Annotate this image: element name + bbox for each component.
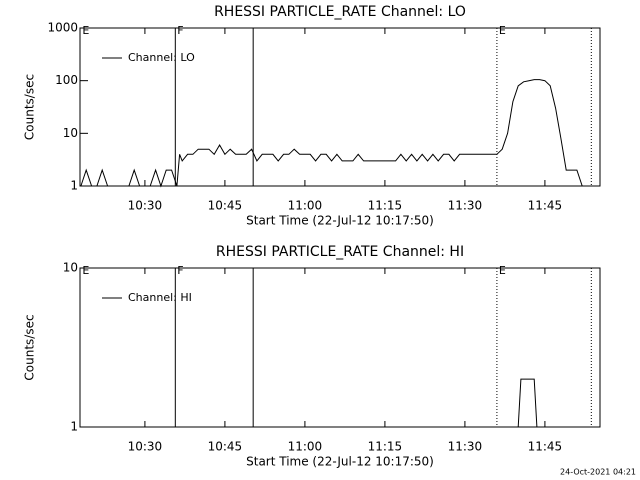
legend-label: Channel: LO <box>128 51 195 64</box>
x-tick-label: 11:15 <box>368 199 403 213</box>
x-tick-label: 10:30 <box>128 440 163 454</box>
event-label: F <box>177 24 183 37</box>
chart-title: RHESSI PARTICLE_RATE Channel: LO <box>214 4 466 20</box>
x-tick-label: 10:45 <box>208 199 243 213</box>
y-axis-label: Counts/sec <box>23 314 37 380</box>
x-tick-label: 11:45 <box>528 440 563 454</box>
y-tick-label: 10 <box>63 261 78 275</box>
series-line <box>80 378 588 428</box>
event-label: F <box>177 264 183 277</box>
footer: 24-Oct-2021 04:21 <box>560 468 636 477</box>
y-tick-label: 100 <box>55 73 78 87</box>
legend-label: Channel: HI <box>128 291 192 304</box>
x-tick-label: 11:00 <box>288 440 323 454</box>
y-axis-label: Counts/sec <box>23 74 37 140</box>
event-label: E <box>82 264 89 277</box>
event-label: E <box>499 264 506 277</box>
y-tick-label: 1 <box>70 179 78 193</box>
x-tick-label: 11:30 <box>448 199 483 213</box>
x-tick-label: 11:45 <box>528 199 563 213</box>
x-tick-label: 11:15 <box>368 440 403 454</box>
x-tick-label: 11:00 <box>288 199 323 213</box>
event-label: E <box>499 24 506 37</box>
y-tick-label: 1 <box>70 420 78 434</box>
x-tick-label: 10:45 <box>208 440 243 454</box>
plot-frame <box>79 27 601 187</box>
x-axis-label: Start Time (22-Jul-12 10:17:50) <box>246 214 434 228</box>
x-axis-label: Start Time (22-Jul-12 10:17:50) <box>246 455 434 469</box>
y-tick-label: 10 <box>63 126 78 140</box>
event-label: E <box>82 24 89 37</box>
y-tick-label: 1000 <box>47 21 78 35</box>
chart-title: RHESSI PARTICLE_RATE Channel: HI <box>216 244 464 260</box>
series-line <box>80 79 588 188</box>
x-tick-label: 10:30 <box>128 199 163 213</box>
x-tick-label: 11:30 <box>448 440 483 454</box>
